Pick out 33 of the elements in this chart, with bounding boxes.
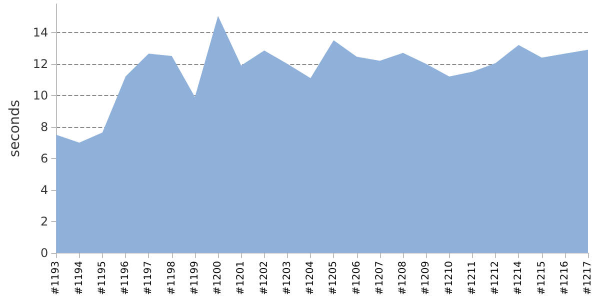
x-tick-label: #1205	[328, 261, 340, 295]
x-tick-label: #1209	[420, 261, 432, 295]
y-tick-label: 8	[40, 120, 48, 134]
x-tick-label: #1195	[96, 261, 108, 295]
y-tick-label: 6	[40, 151, 48, 166]
x-tick-label: #1217	[582, 261, 594, 295]
x-tick-label: #1202	[258, 261, 270, 295]
y-tick-label: 2	[40, 214, 48, 228]
x-tick-label: #1199	[189, 261, 200, 295]
x-tick-label: #1194	[74, 261, 85, 295]
x-tick-label: #1204	[305, 261, 316, 295]
x-tick-label: #1206	[351, 261, 362, 295]
x-tick-label: #1207	[374, 261, 386, 295]
x-tick-label: #1216	[559, 261, 570, 295]
y-tick-label: 10	[32, 88, 48, 102]
y-tick-label: 12	[32, 56, 48, 71]
x-tick-label: #1193	[50, 261, 62, 295]
x-tick-label: #1212	[490, 261, 502, 295]
x-tick-label: #1214	[513, 261, 524, 295]
y-tick-label: 14	[32, 25, 48, 40]
x-tick-label: #1215	[536, 261, 548, 295]
x-tick-label: #1200	[212, 261, 224, 295]
x-tick-label: #1197	[143, 261, 154, 295]
x-tick-label: #1201	[236, 261, 247, 295]
x-tick-label: #1211	[466, 261, 478, 295]
y-tick-label: 4	[40, 182, 48, 197]
x-tick-label: #1210	[444, 261, 455, 295]
y-axis-title: seconds	[7, 100, 23, 158]
y-tick-label: 0	[40, 246, 48, 260]
x-tick-label: #1203	[282, 261, 293, 295]
x-tick-label: #1198	[166, 261, 178, 295]
x-tick-label: #1196	[120, 261, 132, 295]
x-tick-label: #1208	[398, 261, 409, 295]
